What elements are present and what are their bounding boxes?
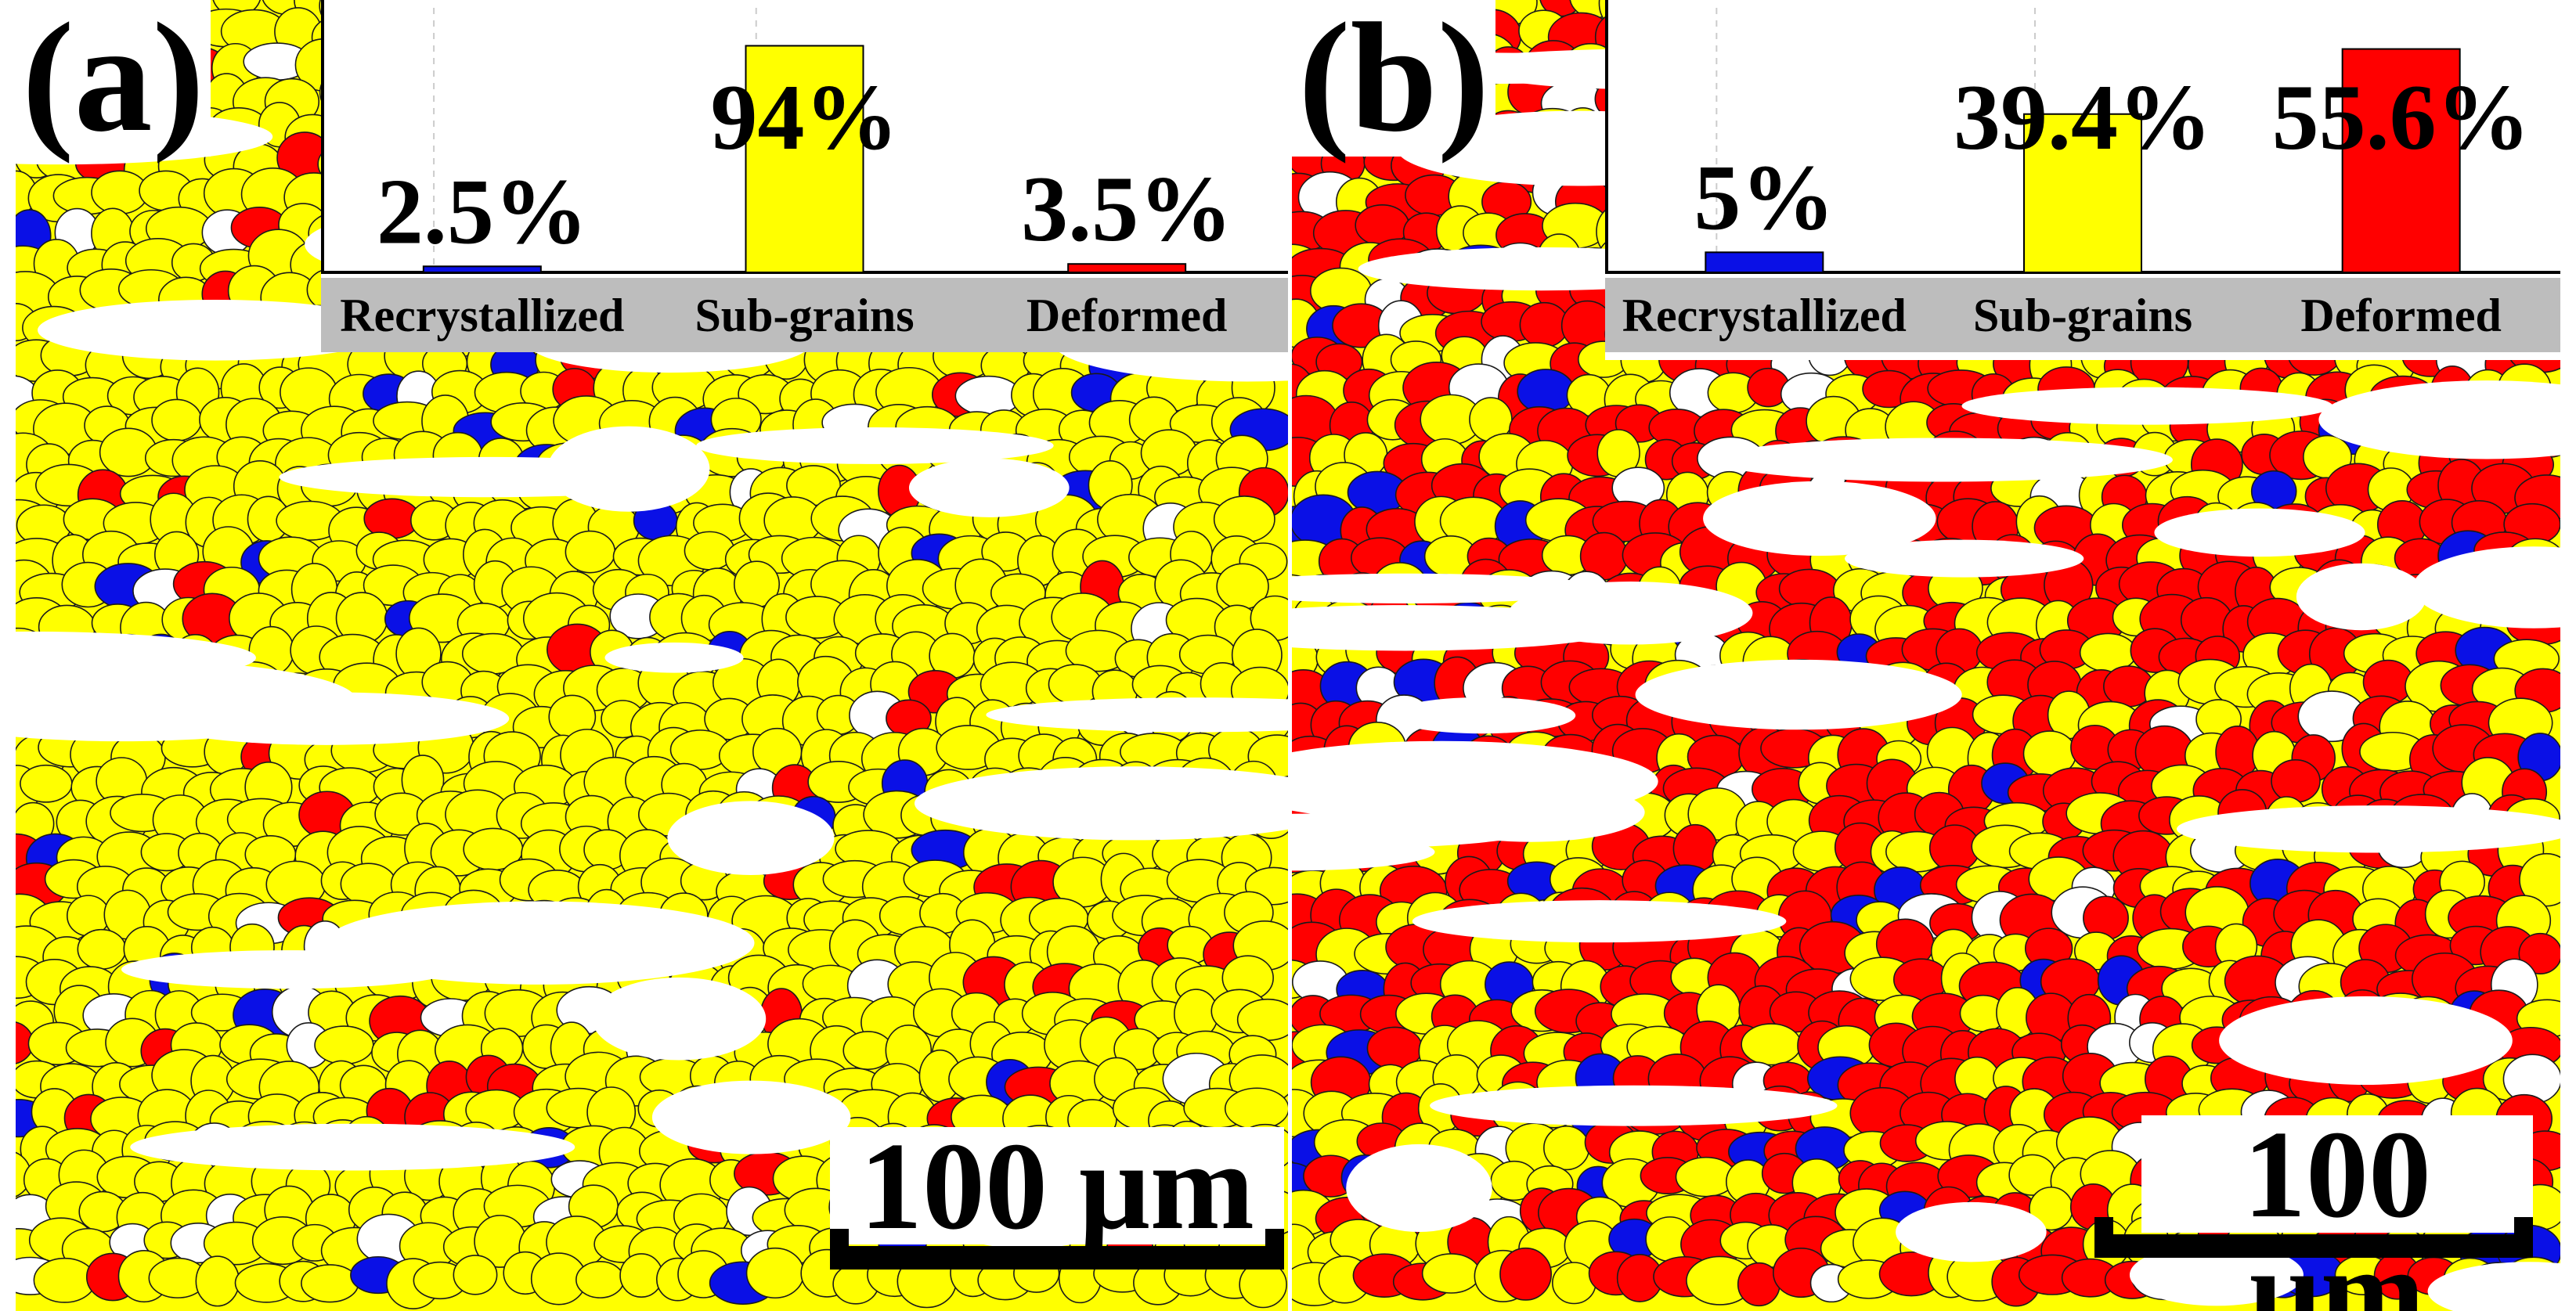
void-region — [121, 950, 454, 989]
grain — [1213, 495, 1275, 543]
void-region — [130, 1123, 575, 1171]
void-region — [2318, 380, 2560, 459]
grain — [2271, 758, 2321, 803]
bar-recrystallized-b — [1705, 251, 1824, 274]
void-region — [1346, 1144, 1492, 1233]
grain — [151, 398, 202, 442]
grain — [301, 1264, 359, 1303]
bar-recrystallized-a — [422, 265, 542, 273]
grain — [1236, 998, 1288, 1041]
grain — [453, 1255, 498, 1295]
void-region — [2129, 1244, 2304, 1306]
fraction-chart-a: 2.5% Recrystallized 94% Sub-grains 3.5% Defor… — [321, 0, 1288, 352]
void-region — [2154, 508, 2365, 557]
void-region — [1430, 1085, 1838, 1126]
void-region — [908, 458, 1070, 517]
void-region — [667, 801, 835, 876]
grain — [2519, 852, 2560, 907]
grain — [1421, 1253, 1481, 1294]
grain — [20, 764, 73, 803]
void-region — [915, 766, 1288, 841]
scale-bar-label-a: 100 μm — [830, 1123, 1284, 1248]
void-region — [1845, 539, 2084, 578]
category-label-b-1: Sub-grains — [1973, 290, 2192, 341]
void-region — [1712, 438, 2173, 482]
bar-chart-a: 2.5% Recrystallized 94% Sub-grains 3.5% Defor… — [321, 0, 1288, 352]
scale-bar-line-a — [830, 1246, 1284, 1270]
void-region — [2296, 563, 2426, 631]
grain — [575, 1260, 625, 1298]
void-region — [38, 299, 394, 361]
panel-label-a: (a) — [16, 0, 211, 157]
panel-b: (b) 5% Recrystallized 39.4% Sub-grains 55.6%… — [1292, 0, 2560, 1311]
void-region — [651, 1080, 851, 1154]
grain — [842, 1031, 893, 1071]
bar-deformed-a — [1067, 263, 1187, 274]
category-label-b-0: Recrystallized — [1622, 290, 1907, 341]
void-region — [279, 456, 701, 498]
bar-sub-grains-a — [745, 45, 864, 273]
void-region — [1388, 697, 1576, 734]
scale-bar-a: 100 μm — [830, 1123, 1284, 1276]
grain — [1543, 1126, 1590, 1171]
scale-bar-label-b: 100 μm — [2141, 1111, 2533, 1311]
grain — [33, 1257, 96, 1303]
void-region — [696, 427, 1054, 464]
void-region — [604, 642, 744, 673]
scale-bar-b: 100 μm — [2094, 1111, 2533, 1311]
bar-sub-grains-b — [2023, 113, 2142, 273]
value-label-b-1: 39.4% — [1954, 65, 2212, 169]
scale-bar-line-b — [2094, 1234, 2533, 1258]
fraction-chart-b: 5% Recrystallized 39.4% Sub-grains 55.6% Defo… — [1605, 0, 2560, 360]
scale-bar-tick-left-b — [2094, 1217, 2113, 1258]
void-region — [592, 977, 767, 1061]
grain — [1741, 1023, 1802, 1066]
grain — [1499, 1247, 1552, 1301]
void-region — [1417, 782, 1645, 842]
value-label-a-2: 3.5% — [1021, 157, 1232, 261]
category-header-b — [1605, 278, 2560, 352]
category-label-a-0: Recrystallized — [340, 290, 624, 341]
value-label-a-1: 94% — [711, 65, 899, 169]
category-label-a-1: Sub-grains — [695, 290, 914, 341]
void-region — [1703, 481, 1936, 556]
void-region — [1961, 387, 2333, 425]
value-label-b-2: 55.6% — [2272, 65, 2531, 169]
scale-bar-tick-right-b — [2514, 1217, 2533, 1258]
bar-deformed-b — [2341, 48, 2461, 273]
category-label-b-2: Deformed — [2300, 290, 2502, 341]
scale-bar-tick-left-a — [830, 1229, 849, 1270]
void-region — [1635, 659, 1962, 730]
value-label-a-0: 2.5% — [377, 159, 588, 263]
scale-bar-tick-right-a — [1265, 1229, 1284, 1270]
void-region — [2412, 546, 2560, 628]
void-region — [2219, 996, 2513, 1085]
grain — [2518, 932, 2560, 974]
grain — [314, 1025, 374, 1065]
void-region — [1896, 1201, 2047, 1262]
void-region — [1292, 605, 1623, 651]
void-region — [1412, 900, 1787, 943]
void-region — [16, 659, 357, 742]
grain — [195, 1255, 240, 1307]
grain — [745, 1247, 805, 1299]
grain — [565, 530, 616, 574]
panel-a: (a) 2.5% Recrystallized 94% Sub-grains 3.5% D… — [16, 0, 1288, 1311]
void-region — [2176, 805, 2560, 853]
category-label-a-2: Deformed — [1026, 290, 1228, 341]
microstructure-map-b — [1292, 0, 2560, 1311]
grain — [619, 1253, 663, 1298]
category-header-a — [321, 278, 1288, 352]
panel-label-b: (b) — [1292, 0, 1496, 157]
void-region — [1292, 573, 1604, 603]
void-region — [2427, 1262, 2560, 1311]
bar-chart-b: 5% Recrystallized 39.4% Sub-grains 55.6% Defo… — [1605, 0, 2560, 352]
grain — [77, 928, 127, 970]
value-label-b-0: 5% — [1694, 145, 1835, 249]
void-region — [986, 697, 1288, 733]
